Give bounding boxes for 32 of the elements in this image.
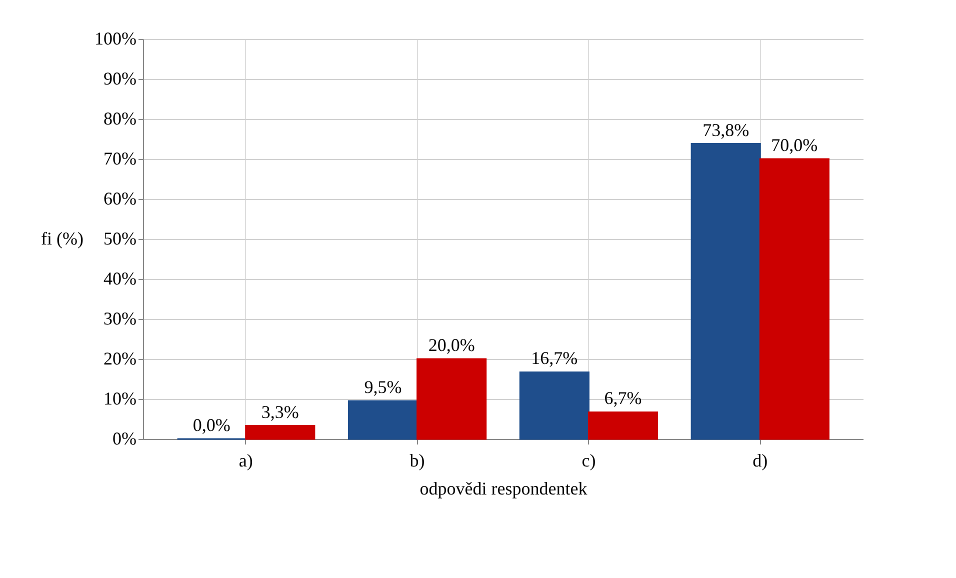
- y-tick-label: 70%: [104, 148, 136, 168]
- bar: [348, 400, 418, 440]
- bar: [245, 425, 316, 440]
- y-tick-label: 30%: [104, 308, 136, 328]
- data-label: 6,7%: [604, 388, 642, 408]
- bar: [519, 371, 590, 440]
- bar: [588, 411, 658, 440]
- data-label: 0,0%: [192, 415, 230, 435]
- y-axis-title: fi (%): [41, 228, 84, 248]
- y-tick-label: 0%: [112, 428, 136, 448]
- x-tick-label: c): [582, 450, 596, 470]
- y-tick-label: 50%: [104, 228, 136, 248]
- x-tick-label: a): [238, 450, 253, 470]
- y-tick-label: 100%: [94, 28, 136, 48]
- y-tick-label: 20%: [104, 348, 136, 368]
- y-tick-label: 90%: [104, 68, 136, 88]
- data-label: 20,0%: [428, 335, 475, 355]
- data-label: 70,0%: [771, 135, 818, 155]
- x-tick-label: b): [410, 450, 425, 470]
- data-label: 16,7%: [531, 348, 578, 368]
- y-tick-label: 80%: [104, 108, 136, 128]
- bar: [416, 358, 487, 440]
- y-tick-label: 40%: [104, 268, 136, 288]
- data-label: 9,5%: [364, 377, 402, 397]
- x-axis-title: odpovědi respondentek: [420, 478, 588, 498]
- data-label: 73,8%: [702, 120, 750, 140]
- bar: [690, 143, 761, 440]
- x-tick-label: d): [752, 450, 768, 470]
- y-tick-label: 60%: [104, 188, 136, 208]
- bar: [759, 158, 830, 440]
- y-tick-label: 10%: [104, 388, 136, 408]
- data-label: 3,3%: [261, 402, 299, 422]
